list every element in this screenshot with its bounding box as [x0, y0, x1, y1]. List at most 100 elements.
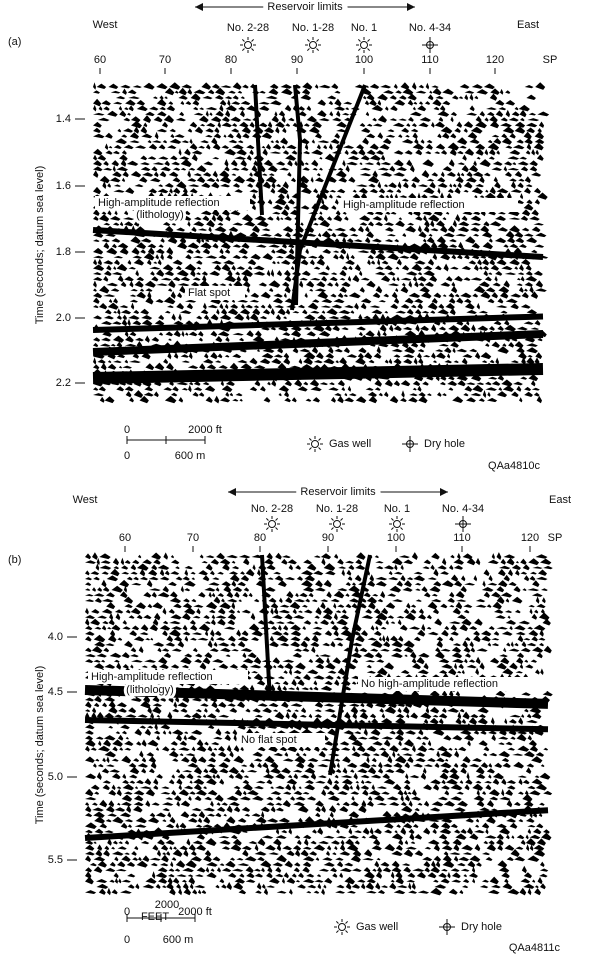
seismic-trace [85, 794, 533, 802]
gas-well-symbol-ray [330, 527, 334, 531]
gas-well-symbol-ray [340, 527, 344, 531]
seismic-trace [104, 142, 544, 151]
scale-label: 2000 [155, 899, 179, 911]
y-tick-label: 4.0 [48, 631, 63, 643]
scale-label: 600 m [163, 934, 194, 946]
seismic-trace [97, 115, 540, 123]
seismic-trace [115, 137, 545, 145]
well-name: No. 2-28 [227, 22, 269, 34]
sp-tick-label: 110 [453, 532, 471, 544]
seismic-trace [93, 390, 540, 398]
seismic-trace [93, 291, 539, 299]
seismic-trace [93, 324, 540, 332]
gas-well-symbol-ray [345, 930, 349, 934]
gas-well-symbol-ray [265, 517, 269, 521]
gas-well-symbol-ray [345, 920, 349, 924]
panel: (a) West East Reservoir limits No. 2-28 No. 1… [8, 0, 558, 472]
seismic-trace [93, 252, 549, 261]
seismic-trace [93, 346, 539, 354]
seismic-trace [85, 711, 542, 720]
legend-label: Gas well [356, 921, 398, 933]
scale-label: 2000 ft [178, 906, 212, 918]
seismic-trace [101, 766, 532, 775]
gas-well-symbol-ray [316, 48, 320, 52]
annotation-box [340, 198, 518, 212]
sp-label: SP [543, 54, 558, 66]
gas-well-symbol [268, 520, 276, 528]
seismic-trace [85, 805, 543, 813]
gas-well-symbol-ray [400, 517, 404, 521]
gas-well-symbol-ray [400, 527, 404, 531]
well-name: No. 1-28 [292, 22, 334, 34]
seismic-trace [85, 634, 546, 643]
annotation: High-amplitude reflection [343, 199, 465, 211]
seismic-trace [85, 596, 546, 604]
sp-tick-label: 100 [355, 54, 373, 66]
sp-tick-label: 110 [421, 54, 439, 66]
seismic-trace [93, 274, 538, 283]
gas-well-symbol-ray [335, 920, 339, 924]
seismic-trace [85, 612, 550, 621]
reservoir-label: Reservoir limits [300, 486, 376, 498]
well-name: No. 2-28 [251, 503, 293, 515]
seismic-trace [93, 263, 532, 272]
gas-well-symbol [244, 41, 252, 49]
reflector [92, 363, 544, 384]
seismic-trace [89, 860, 545, 868]
seismic-trace [85, 568, 547, 577]
well-name: No. 1 [384, 503, 410, 515]
seismic-trace [93, 186, 541, 195]
gas-well-symbol [311, 440, 319, 448]
seismic-trace [93, 104, 530, 112]
gas-well-symbol-ray [330, 517, 334, 521]
gas-well-symbol-ray [308, 437, 312, 441]
gas-well-symbol [338, 923, 346, 931]
seismic-trace [103, 241, 545, 250]
gas-well-symbol-ray [251, 38, 255, 42]
sp-tick-label: 90 [291, 54, 303, 66]
gas-well-symbol-ray [390, 517, 394, 521]
gas-well-symbol [360, 41, 368, 49]
annotation: (lithology) [136, 209, 184, 221]
seismic-trace [93, 131, 544, 140]
seismic-trace [85, 849, 546, 857]
seismic-trace [85, 788, 553, 797]
seismic-trace [85, 827, 550, 835]
fault [253, 84, 264, 216]
gas-well-symbol-ray [316, 38, 320, 42]
reflector [84, 807, 549, 841]
annotation: High-amplitude reflection [91, 671, 213, 683]
seismic-trace [95, 563, 553, 571]
figure-code: QAa4810c [488, 460, 540, 472]
annotation-box [238, 733, 325, 747]
seismic-trace [96, 882, 546, 890]
seismic-trace [93, 109, 550, 118]
seismic-trace [85, 590, 543, 599]
sp-tick-label: 120 [486, 54, 504, 66]
gas-well-symbol [393, 520, 401, 528]
seismic-trace [93, 351, 543, 360]
reflector [92, 227, 544, 260]
legend-label: Dry hole [424, 438, 465, 450]
seismic-trace [99, 395, 543, 404]
scale-label: 0 [124, 450, 130, 462]
seismic-trace [85, 623, 546, 632]
gas-well-symbol-ray [367, 48, 371, 52]
gas-well-symbol-ray [357, 38, 361, 42]
gas-well-symbol-ray [241, 48, 245, 52]
reflector [84, 685, 549, 709]
fault [290, 84, 367, 311]
seismic-trace [85, 755, 543, 764]
seismic-trace [85, 700, 533, 709]
seismic-trace [102, 777, 543, 786]
seismic-trace [93, 357, 540, 365]
annotation: Flat spot [188, 287, 230, 299]
gas-well-symbol-ray [275, 527, 279, 531]
seismic-section [84, 552, 553, 896]
seismic-trace [85, 706, 542, 714]
seismic-trace [93, 148, 539, 156]
seismic-trace [85, 865, 549, 874]
annotation: High-amplitude reflection [98, 197, 220, 209]
annotation-box [185, 286, 245, 300]
seismic-trace [104, 307, 538, 316]
